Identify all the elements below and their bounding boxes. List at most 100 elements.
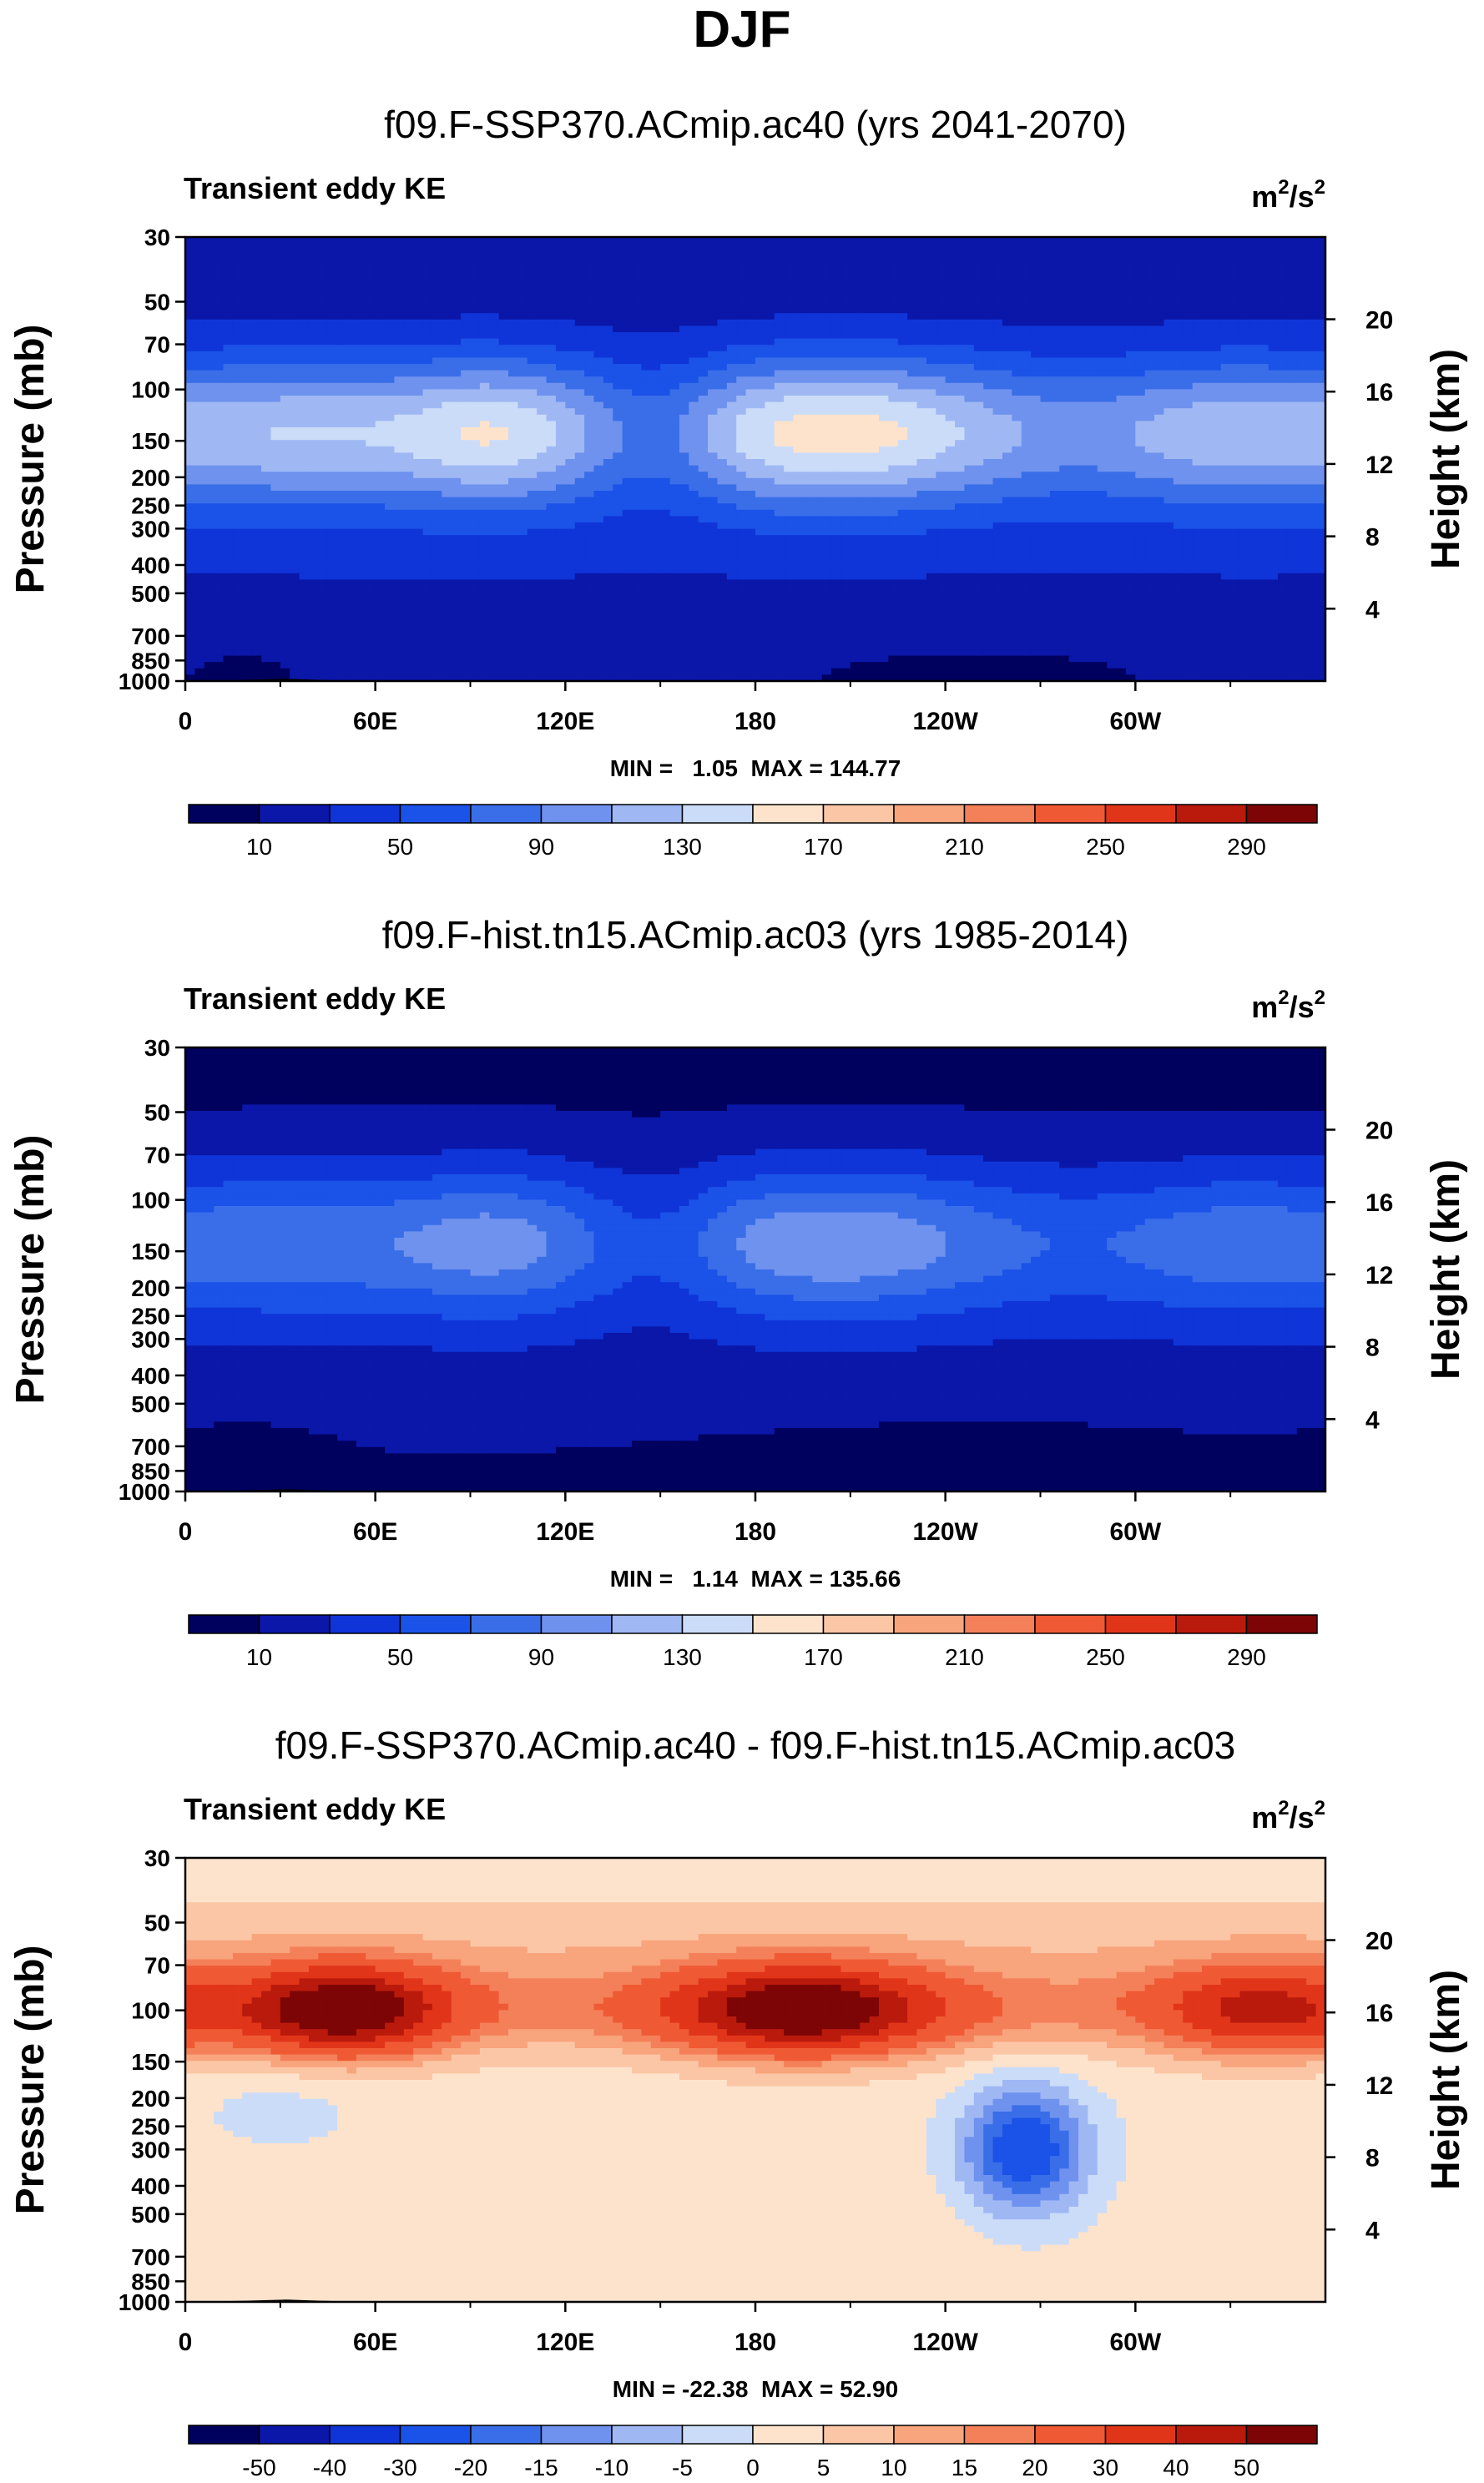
contour-cell (945, 376, 956, 384)
contour-cell (632, 364, 642, 371)
contour-cell (1220, 477, 1231, 485)
contour-cell (945, 421, 956, 428)
contour-cell (650, 357, 661, 365)
contour-cell (860, 465, 871, 472)
contour-cell (1230, 421, 1241, 428)
contour-cell (1202, 465, 1212, 472)
contour-cell (745, 319, 756, 326)
contour-cell (878, 294, 889, 301)
contour-cell (736, 382, 747, 390)
contour-cell (964, 287, 975, 295)
contour-cell (1296, 382, 1307, 390)
contour-cell (432, 326, 442, 333)
contour-cell (251, 452, 262, 460)
contour-cell (1059, 440, 1070, 447)
contour-cell (479, 351, 490, 358)
contour-cell (584, 237, 595, 245)
contour-cell (1049, 326, 1060, 333)
contour-cell (888, 287, 899, 295)
contour-cell (1268, 281, 1279, 289)
contour-cell (185, 262, 195, 270)
contour-cell (527, 332, 538, 340)
contour-cell (878, 440, 889, 447)
contour-cell (1249, 313, 1259, 320)
contour-cell (223, 446, 234, 453)
contour-cell (204, 408, 215, 416)
contour-cell (327, 287, 338, 295)
contour-cell (337, 427, 348, 435)
contour-cell (394, 497, 405, 504)
contour-cell (1078, 319, 1089, 326)
contour-cell (1002, 345, 1012, 352)
contour-cell (992, 255, 1003, 263)
contour-cell (1125, 389, 1136, 396)
contour-cell (1220, 376, 1231, 384)
contour-cell (1259, 237, 1269, 245)
contour-cell (461, 376, 472, 384)
contour-cell (888, 427, 899, 435)
contour-cell (669, 313, 680, 320)
contour-cell (375, 408, 386, 416)
contour-cell (1173, 300, 1184, 308)
contour-cell (1173, 351, 1184, 358)
contour-cell (527, 433, 538, 441)
contour-cell (916, 357, 927, 365)
contour-cell (308, 237, 319, 245)
contour-cell (936, 357, 946, 365)
contour-cell (632, 281, 642, 289)
contour-cell (356, 250, 366, 257)
contour-cell (232, 255, 243, 263)
contour-cell (632, 370, 642, 377)
contour-cell (318, 364, 329, 371)
contour-cell (1192, 414, 1203, 421)
contour-cell (1306, 326, 1317, 333)
contour-cell (831, 250, 842, 257)
contour-cell (821, 237, 832, 245)
contour-cell (1173, 306, 1184, 314)
contour-cell (546, 357, 557, 365)
contour-cell (622, 427, 633, 435)
contour-cell (1068, 491, 1079, 498)
contour-cell (916, 477, 927, 485)
contour-cell (308, 472, 319, 479)
contour-cell (537, 255, 548, 263)
contour-cell (1296, 351, 1307, 358)
contour-cell (261, 389, 272, 396)
contour-cell (1306, 491, 1317, 498)
contour-cell (1287, 389, 1298, 396)
contour-cell (973, 345, 984, 352)
contour-cell (1135, 491, 1146, 498)
contour-cell (850, 243, 861, 250)
contour-cell (1183, 484, 1194, 492)
contour-cell (679, 294, 689, 301)
contour-cell (650, 465, 661, 472)
contour-cell (736, 427, 747, 435)
contour-cell (422, 243, 433, 250)
contour-cell (223, 389, 234, 396)
contour-cell (878, 338, 889, 346)
contour-cell (593, 281, 604, 289)
contour-cell (1116, 459, 1127, 467)
contour-cell (290, 414, 300, 421)
contour-cell (1144, 376, 1155, 384)
contour-cell (318, 338, 329, 346)
contour-cell (1202, 382, 1212, 390)
contour-cell (926, 262, 936, 270)
contour-cell (232, 497, 243, 504)
contour-cell (251, 382, 262, 390)
contour-cell (261, 491, 272, 498)
contour-cell (375, 401, 386, 409)
contour-cell (299, 472, 310, 479)
contour-cell (907, 433, 918, 441)
contour-cell (641, 433, 652, 441)
contour-cell (1059, 389, 1070, 396)
contour-cell (366, 319, 376, 326)
contour-cell (261, 300, 272, 308)
contour-cell (1031, 396, 1042, 403)
contour-cell (1315, 237, 1325, 245)
contour-cell (223, 332, 234, 340)
contour-cell (214, 275, 225, 282)
contour-cell (261, 440, 272, 447)
contour-cell (1135, 401, 1146, 409)
